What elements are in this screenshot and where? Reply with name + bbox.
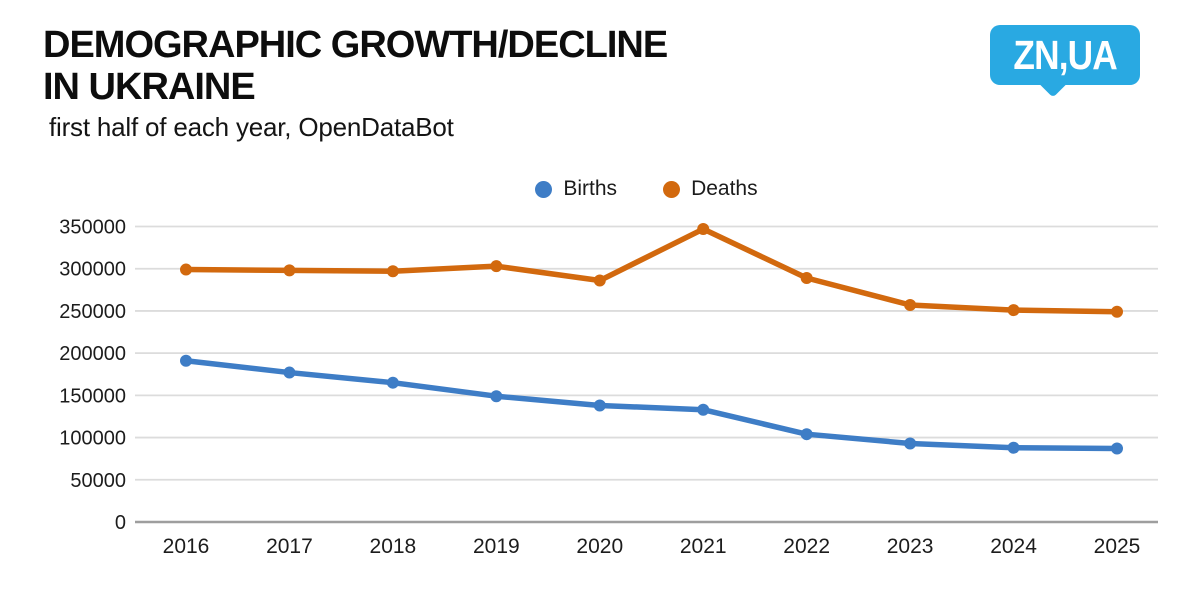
x-tick-label: 2019 <box>473 535 520 558</box>
data-point-deaths-2025 <box>1111 305 1123 318</box>
x-tick-label: 2024 <box>990 535 1037 558</box>
data-point-births-2018 <box>386 376 399 389</box>
data-point-births-2021 <box>697 403 710 416</box>
page-subtitle: first half of each year, OpenDataBot <box>49 112 454 142</box>
data-point-births-2023 <box>904 437 917 450</box>
znua-logo: ZN,UA <box>990 25 1140 85</box>
data-point-births-2025 <box>1111 442 1123 455</box>
data-point-births-2024 <box>1007 441 1020 454</box>
y-tick-label: 150000 <box>59 385 126 407</box>
y-tick-label: 350000 <box>59 217 126 239</box>
data-point-deaths-2018 <box>386 265 399 278</box>
births-legend-dot <box>535 180 553 198</box>
y-tick-label: 50000 <box>70 470 126 492</box>
data-point-births-2020 <box>593 399 606 412</box>
x-tick-label: 2025 <box>1094 535 1141 558</box>
data-point-deaths-2022 <box>800 272 813 285</box>
x-tick-label: 2023 <box>887 535 934 558</box>
y-tick-label: 100000 <box>59 428 126 450</box>
deaths-legend-label: Deaths <box>691 177 758 200</box>
deaths-legend-dot <box>663 180 681 198</box>
y-tick-label: 250000 <box>59 301 126 323</box>
data-point-deaths-2021 <box>697 223 710 236</box>
data-point-deaths-2024 <box>1007 304 1020 317</box>
y-tick-label: 300000 <box>59 259 126 281</box>
data-point-deaths-2023 <box>904 299 917 312</box>
x-tick-label: 2018 <box>370 535 417 558</box>
x-tick-label: 2016 <box>163 535 210 558</box>
x-tick-label: 2021 <box>680 535 727 558</box>
data-point-births-2019 <box>490 390 503 403</box>
y-tick-label: 0 <box>115 512 126 534</box>
y-tick-label: 200000 <box>59 343 126 365</box>
legend-item-deaths: Deaths <box>663 177 758 201</box>
legend-item-births: Births <box>535 177 617 201</box>
data-point-births-2016 <box>180 354 192 367</box>
data-point-deaths-2019 <box>490 260 503 273</box>
chart-legend: Births Deaths <box>135 177 1158 201</box>
znua-logo-text: ZN,UA <box>1013 31 1117 78</box>
data-point-births-2022 <box>800 428 813 441</box>
series-line-births <box>183 357 1120 452</box>
x-tick-label: 2022 <box>783 535 830 558</box>
data-point-deaths-2020 <box>593 274 606 287</box>
data-point-deaths-2016 <box>180 263 192 276</box>
x-tick-label: 2020 <box>576 535 623 558</box>
births-legend-label: Births <box>563 177 618 200</box>
page-title: DEMOGRAPHIC GROWTH/DECLINE IN UKRAINE <box>43 24 668 108</box>
data-point-births-2017 <box>283 366 296 379</box>
series-line-deaths <box>183 226 1120 315</box>
x-tick-label: 2017 <box>266 535 313 558</box>
data-point-deaths-2017 <box>283 264 296 277</box>
